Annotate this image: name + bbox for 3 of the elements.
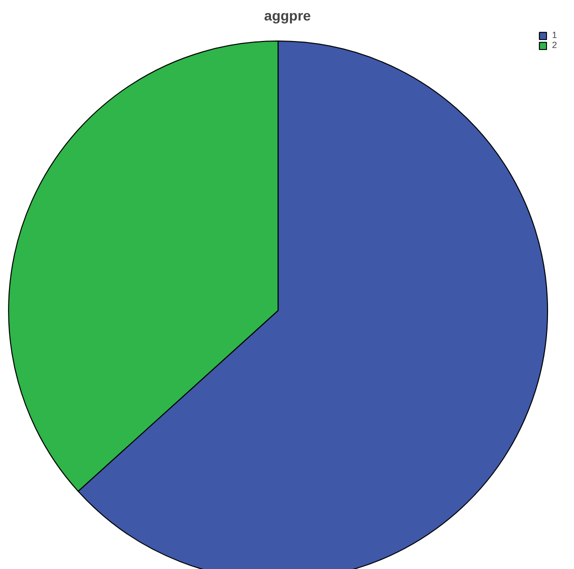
legend-label: 2 [552, 40, 558, 50]
legend-label: 1 [552, 30, 558, 40]
chart-title: aggpre [264, 8, 312, 24]
